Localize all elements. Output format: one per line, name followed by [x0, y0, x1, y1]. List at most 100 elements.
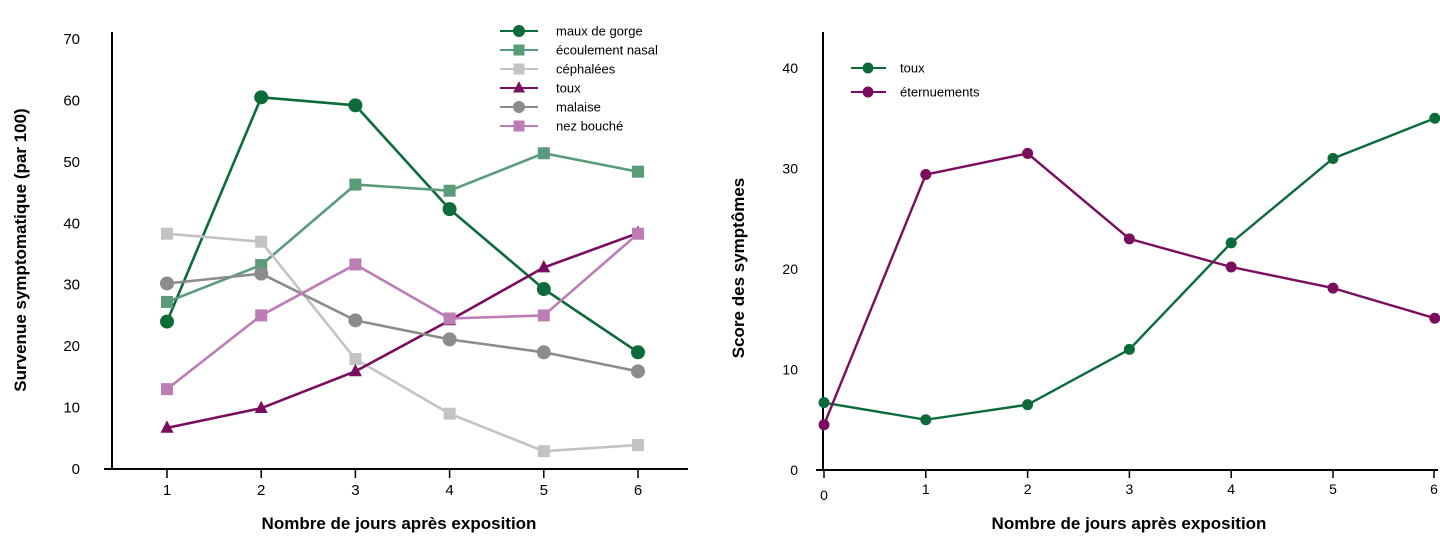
- right-legend: toux éternuements: [851, 61, 980, 100]
- data-point-nez-bouche: [632, 227, 644, 240]
- legend-marker: [862, 86, 874, 98]
- data-point-eternuements: [1123, 233, 1135, 245]
- data-point-eternuements: [1225, 261, 1237, 273]
- data-point-ecoulement-nasal: [443, 184, 456, 197]
- series-line-malaise: [166, 272, 639, 373]
- legend-entry-eternuements: éternuements: [851, 85, 980, 100]
- right-x-ticks: 0 1 2 3 4 5 6: [820, 470, 1438, 503]
- legend-marker: [513, 81, 525, 93]
- data-point-malaise: [536, 345, 551, 360]
- data-point-maux-de-gorge: [442, 202, 457, 217]
- legend-marker: [513, 63, 525, 75]
- legend-marker: [513, 120, 525, 132]
- left-y-ticks: 0 10 20 30 40 50 60 70: [63, 31, 80, 478]
- data-point-malaise: [442, 332, 457, 347]
- data-point-nez-bouche: [349, 258, 362, 271]
- series-line-eternuements: [822, 152, 1436, 426]
- data-point-nez-bouche: [443, 312, 456, 325]
- legend-label: écoulement nasal: [556, 43, 658, 58]
- right-y-tick-label: 20: [782, 261, 798, 277]
- data-point-ecoulement-nasal: [537, 147, 550, 160]
- data-point-toux: [1022, 399, 1034, 411]
- legend-marker: [513, 44, 525, 56]
- left-x-tick-label: 4: [445, 482, 453, 499]
- data-point-ecoulement-nasal: [632, 165, 644, 178]
- left-x-tick-label: 6: [634, 482, 642, 499]
- right-y-ticks: 0 10 20 30 40: [782, 60, 798, 478]
- left-x-tick-label: 1: [163, 482, 171, 499]
- data-point-eternuements: [920, 169, 932, 181]
- legend-label: maux de gorge: [556, 24, 643, 39]
- data-point-eternuements: [1327, 282, 1339, 294]
- data-point-eternuements: [1022, 147, 1034, 159]
- data-point-malaise: [348, 313, 363, 328]
- data-point-toux: [1123, 343, 1135, 355]
- data-point-cephalees: [255, 235, 268, 248]
- data-point-toux: [1429, 112, 1440, 124]
- series-toux: [818, 112, 1440, 426]
- series-toux: [160, 225, 645, 433]
- left-y-tick-label: 40: [63, 215, 80, 232]
- data-point-eternuements: [818, 419, 830, 431]
- data-point-maux-de-gorge: [536, 282, 551, 297]
- legend-entry-toux: toux: [500, 81, 581, 96]
- right-x-tick-label: 1: [922, 481, 930, 497]
- right-x-tick-label: 3: [1126, 481, 1134, 497]
- data-point-cephalees: [537, 445, 550, 458]
- legend-marker: [513, 25, 525, 37]
- left-chart: 0 10 20 30 40 50 60 70 1 2 3 4 5 6 maux de gorge écou…: [11, 24, 688, 533]
- data-point-cephalees: [632, 439, 644, 452]
- series-cephalees: [161, 227, 644, 458]
- legend-label: nez bouché: [556, 119, 623, 134]
- series-line-maux-de-gorge: [165, 96, 639, 354]
- right-x-tick-label: 2: [1024, 481, 1032, 497]
- left-y-tick-label: 60: [63, 92, 80, 109]
- data-point-toux: [160, 420, 174, 433]
- data-point-malaise: [254, 266, 269, 281]
- data-point-nez-bouche: [537, 309, 550, 322]
- legend-entry-ecoulement-nasal: écoulement nasal: [500, 43, 658, 58]
- right-y-tick-label: 40: [782, 60, 798, 76]
- data-point-toux: [537, 260, 551, 273]
- right-x-axis-title: Nombre de jours après exposition: [992, 514, 1267, 533]
- legend-entry-nez-bouche: nez bouché: [500, 119, 623, 134]
- left-y-tick-label: 0: [72, 461, 80, 478]
- series-nez-bouche: [161, 227, 644, 396]
- legend-marker: [513, 101, 525, 113]
- legend-entry-maux-de-gorge: maux de gorge: [500, 24, 643, 39]
- left-legend: maux de gorge écoulement nasal céphalées to…: [500, 24, 658, 134]
- series-line-toux: [823, 117, 1436, 421]
- data-point-cephalees: [161, 227, 173, 240]
- right-x-tick-label: 4: [1227, 481, 1235, 497]
- left-y-tick-label: 30: [63, 277, 80, 294]
- legend-label: éternuements: [900, 85, 980, 100]
- right-x-tick-label: 5: [1329, 481, 1337, 497]
- data-point-maux-de-gorge: [348, 98, 363, 113]
- right-y-tick-label: 10: [782, 362, 798, 378]
- right-y-tick-label: 30: [782, 161, 798, 177]
- data-point-ecoulement-nasal: [161, 295, 173, 308]
- left-x-tick-label: 5: [540, 482, 548, 499]
- left-y-tick-label: 70: [63, 31, 80, 48]
- data-point-maux-de-gorge: [160, 314, 174, 329]
- data-point-nez-bouche: [255, 309, 268, 322]
- series-eternuements: [818, 147, 1440, 431]
- data-point-malaise: [160, 276, 174, 291]
- left-x-ticks: 1 2 3 4 5 6: [163, 469, 642, 499]
- left-y-tick-label: 20: [63, 338, 80, 355]
- legend-entry-cephalees: céphalées: [500, 62, 616, 77]
- right-chart: 0 10 20 30 40 0 1 2 3 4 5 6 toux éternuements Nombr…: [729, 32, 1440, 533]
- legend-entry-malaise: malaise: [500, 100, 601, 115]
- right-series: [818, 112, 1440, 431]
- data-point-maux-de-gorge: [254, 90, 269, 105]
- left-x-tick-label: 3: [351, 482, 359, 499]
- data-point-toux: [254, 400, 268, 414]
- right-y-tick-label: 0: [790, 462, 798, 478]
- data-point-toux: [1225, 237, 1237, 249]
- series-line-toux: [166, 231, 639, 430]
- data-point-maux-de-gorge: [631, 345, 645, 360]
- data-point-toux: [348, 363, 362, 377]
- data-point-eternuements: [1429, 312, 1440, 324]
- data-point-toux: [1327, 152, 1339, 164]
